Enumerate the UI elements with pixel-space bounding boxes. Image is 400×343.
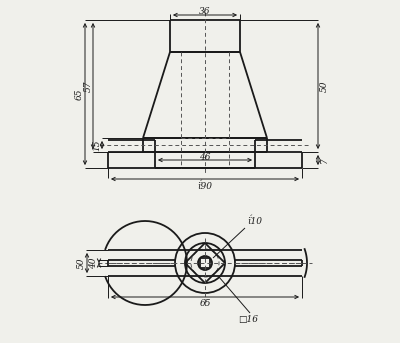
Text: 7: 7 <box>320 157 328 163</box>
Text: ΐ10: ΐ10 <box>247 216 262 226</box>
Text: 36: 36 <box>199 7 211 15</box>
Text: 15: 15 <box>92 139 102 151</box>
Text: 57: 57 <box>84 80 92 92</box>
Text: □16: □16 <box>238 315 258 324</box>
Text: ΐ90: ΐ90 <box>198 181 212 191</box>
Text: 65: 65 <box>74 88 84 100</box>
Text: 46: 46 <box>199 153 211 162</box>
Text: 65: 65 <box>199 299 211 308</box>
Text: 50: 50 <box>320 80 328 92</box>
Text: 40: 40 <box>90 257 98 269</box>
Text: 50: 50 <box>76 257 86 269</box>
